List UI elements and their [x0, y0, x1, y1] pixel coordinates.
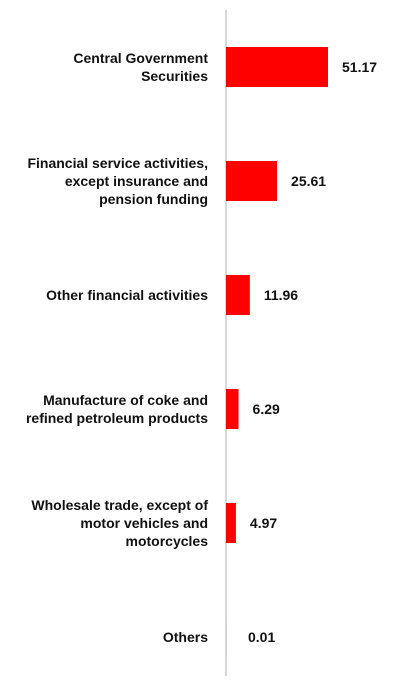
category-label-3-line-1: refined petroleum products [26, 410, 208, 426]
bar-4 [226, 503, 236, 543]
category-label-2: Other financial activities [46, 287, 208, 303]
value-label-0: 51.17 [342, 59, 377, 75]
category-label-4-line-0: Wholesale trade, except of [31, 497, 208, 513]
bar-3 [226, 389, 239, 429]
category-label-4-line-2: motorcycles [126, 533, 209, 549]
category-label-1-line-2: pension funding [99, 191, 208, 207]
value-label-1: 25.61 [291, 173, 326, 189]
value-label-5: 0.01 [248, 629, 275, 645]
bar-1 [226, 161, 278, 201]
value-label-3: 6.29 [253, 401, 280, 417]
bar-2 [226, 275, 250, 315]
category-label-5-line-0: Others [163, 629, 208, 645]
category-label-4-line-1: motor vehicles and [80, 515, 208, 531]
category-label-1: Financial service activities, except insu… [27, 155, 208, 207]
value-label-4: 4.97 [250, 515, 277, 531]
category-label-5: Others [163, 629, 208, 645]
category-label-0-line-0: Central Government [73, 50, 208, 66]
value-label-2: 11.96 [264, 287, 298, 303]
bars-layer [226, 47, 328, 657]
bar-0 [226, 47, 328, 87]
category-label-1-line-1: except insurance and [65, 173, 208, 189]
category-label-0: Central Government Securities [73, 50, 208, 84]
category-label-4: Wholesale trade, except of motor vehicles… [31, 497, 208, 549]
category-label-3: Manufacture of coke and refined petroleum… [26, 392, 208, 426]
category-label-3-line-0: Manufacture of coke and [43, 392, 208, 408]
category-label-1-line-0: Financial service activities, [27, 155, 208, 171]
category-label-2-line-0: Other financial activities [46, 287, 208, 303]
category-label-0-line-1: Securities [141, 68, 208, 84]
labels-layer: 51.17 Central Government Securities 25.61 Fi… [26, 50, 377, 645]
